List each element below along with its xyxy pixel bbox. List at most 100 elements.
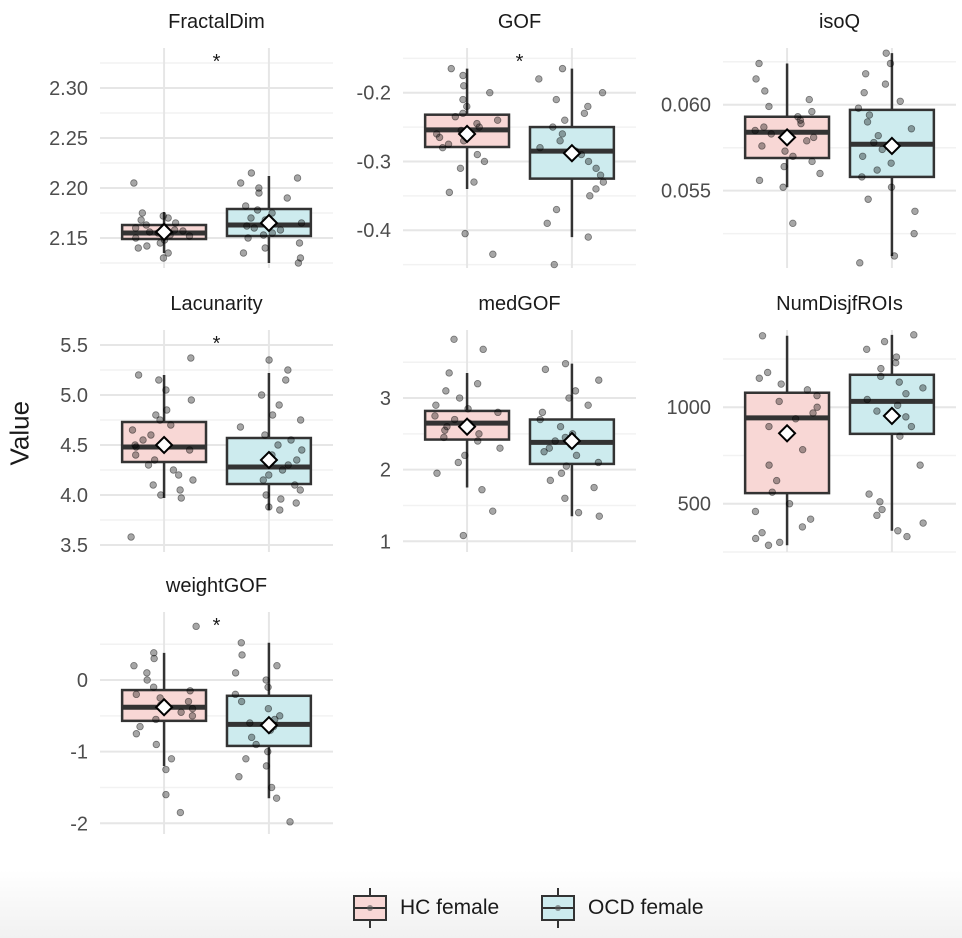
data-point bbox=[911, 207, 919, 215]
data-point bbox=[813, 391, 821, 400]
data-point bbox=[131, 441, 139, 449]
data-point bbox=[268, 229, 277, 237]
data-point bbox=[779, 183, 787, 191]
facet-panel-0: 2.15 2.20 2.25 2.30 FractalDim * bbox=[49, 11, 333, 268]
data-point bbox=[461, 229, 469, 238]
data-point bbox=[237, 697, 246, 706]
data-point bbox=[907, 422, 916, 431]
data-point bbox=[278, 466, 287, 474]
data-point bbox=[464, 405, 472, 413]
data-point bbox=[163, 406, 171, 414]
y-tick-label: 2.20 bbox=[49, 178, 88, 200]
data-point bbox=[445, 188, 454, 197]
data-point bbox=[789, 152, 797, 160]
data-point bbox=[296, 416, 305, 424]
data-point bbox=[758, 332, 767, 340]
data-point bbox=[293, 456, 301, 464]
data-point bbox=[479, 345, 487, 354]
legend: HC female OCD female bbox=[0, 882, 962, 938]
facet-title: FractalDim bbox=[168, 11, 265, 33]
data-point bbox=[265, 471, 273, 479]
data-point bbox=[764, 541, 773, 549]
y-tick-label: 2.30 bbox=[49, 78, 88, 100]
data-point bbox=[450, 415, 459, 424]
data-point bbox=[247, 214, 255, 222]
data-point bbox=[584, 102, 592, 111]
legend-background bbox=[0, 870, 962, 938]
facet-title: isoQ bbox=[819, 11, 860, 33]
data-point bbox=[535, 75, 543, 83]
data-point bbox=[445, 369, 453, 377]
data-point bbox=[259, 476, 267, 484]
data-point bbox=[903, 532, 911, 541]
data-point bbox=[139, 436, 147, 444]
data-point bbox=[134, 244, 142, 252]
data-point bbox=[865, 111, 874, 119]
data-point bbox=[886, 59, 895, 68]
data-point bbox=[870, 138, 878, 147]
y-tick-label: 0.060 bbox=[661, 95, 711, 117]
y-tick-label: 1 bbox=[380, 531, 391, 553]
data-point bbox=[572, 451, 581, 460]
data-point bbox=[442, 387, 450, 395]
data-point bbox=[231, 669, 240, 677]
y-tick-label: 3.5 bbox=[60, 535, 88, 557]
data-point bbox=[595, 512, 603, 520]
data-point bbox=[765, 102, 773, 111]
data-point bbox=[473, 380, 482, 388]
data-point bbox=[486, 88, 494, 97]
data-point bbox=[796, 116, 805, 124]
facet-title: NumDisjfROIs bbox=[776, 293, 903, 315]
data-point bbox=[283, 194, 291, 202]
data-point bbox=[552, 205, 561, 214]
data-point bbox=[856, 259, 864, 267]
data-point bbox=[143, 669, 151, 677]
data-point bbox=[187, 354, 195, 362]
data-point bbox=[873, 511, 881, 520]
data-point bbox=[277, 495, 285, 503]
data-point bbox=[561, 494, 569, 502]
data-point bbox=[596, 171, 605, 179]
data-point bbox=[777, 380, 785, 388]
data-point bbox=[892, 359, 900, 367]
data-point bbox=[758, 528, 766, 537]
data-point bbox=[176, 808, 185, 817]
data-point bbox=[565, 394, 573, 402]
data-point bbox=[273, 662, 281, 670]
mean-marker bbox=[562, 431, 582, 451]
data-point bbox=[244, 234, 252, 242]
data-point bbox=[143, 676, 151, 684]
data-point bbox=[806, 515, 815, 523]
y-tick-label: 2.15 bbox=[49, 228, 88, 250]
data-point bbox=[549, 123, 557, 131]
data-point bbox=[130, 662, 138, 670]
data-point bbox=[187, 396, 196, 404]
data-point bbox=[237, 179, 245, 187]
data-point bbox=[910, 331, 918, 339]
data-point bbox=[808, 157, 816, 166]
data-point bbox=[262, 491, 270, 499]
significance-marker: * bbox=[213, 615, 221, 637]
mean-marker bbox=[777, 423, 797, 443]
data-point bbox=[247, 169, 256, 177]
data-point bbox=[188, 712, 197, 720]
data-point bbox=[241, 202, 250, 210]
data-point bbox=[489, 250, 497, 258]
y-tick-label: 0.055 bbox=[661, 181, 711, 203]
data-point bbox=[803, 137, 811, 145]
significance-marker: * bbox=[213, 333, 221, 355]
facet-title: GOF bbox=[498, 11, 541, 33]
data-point bbox=[253, 206, 262, 214]
data-point bbox=[558, 64, 567, 73]
facet-panel-2: 0.055 0.060 isoQ bbox=[661, 11, 956, 268]
data-point bbox=[755, 59, 763, 68]
data-point bbox=[259, 231, 268, 239]
data-point bbox=[816, 169, 824, 178]
data-point bbox=[461, 451, 469, 460]
data-point bbox=[143, 242, 151, 250]
data-point bbox=[291, 481, 299, 489]
data-point bbox=[132, 690, 141, 699]
data-point bbox=[463, 102, 471, 111]
data-point bbox=[556, 137, 564, 145]
data-point bbox=[910, 229, 918, 238]
